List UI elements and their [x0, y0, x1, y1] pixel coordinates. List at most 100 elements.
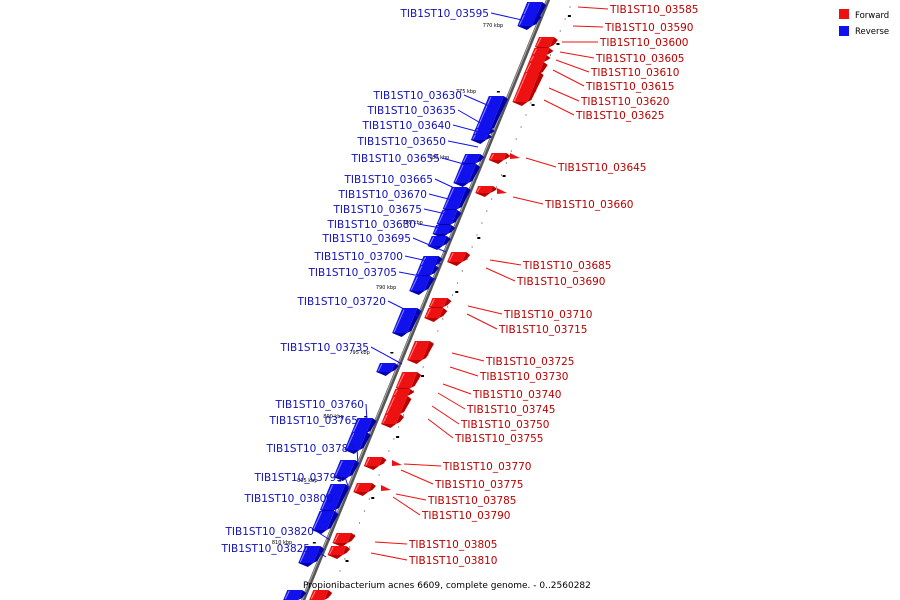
- guide-dot: [403, 414, 405, 416]
- reverse-gene-label[interactable]: TIB1ST10_03705: [308, 267, 398, 279]
- scale-tick: [364, 416, 368, 418]
- forward-gene-label[interactable]: TIB1ST10_03660: [544, 199, 634, 211]
- guide-dot: [398, 426, 400, 428]
- forward-gene[interactable]: [381, 485, 391, 491]
- forward-leader-line: [572, 25, 604, 28]
- forward-gene-label[interactable]: TIB1ST10_03645: [557, 162, 647, 174]
- forward-gene[interactable]: [309, 590, 333, 600]
- reverse-leader-line: [370, 346, 403, 365]
- reverse-gene-label[interactable]: TIB1ST10_03680: [327, 219, 417, 231]
- forward-gene-label[interactable]: TIB1ST10_03625: [575, 110, 665, 122]
- forward-gene-label[interactable]: TIB1ST10_03785: [427, 495, 517, 507]
- forward-gene-label[interactable]: TIB1ST10_03775: [434, 479, 524, 491]
- reverse-gene-label[interactable]: TIB1ST10_03720: [297, 296, 387, 308]
- scale-label: 800 kbp: [323, 414, 343, 420]
- forward-leader-line: [485, 267, 516, 282]
- reverse-gene-label[interactable]: TIB1ST10_03640: [362, 120, 452, 132]
- reverse-gene-label[interactable]: TIB1ST10_03780: [266, 443, 356, 455]
- forward-gene-label[interactable]: TIB1ST10_03715: [498, 324, 588, 336]
- scale-tick: [502, 175, 506, 177]
- forward-gene[interactable]: [381, 414, 405, 428]
- reverse-gene[interactable]: [453, 164, 481, 187]
- forward-gene-label[interactable]: TIB1ST10_03685: [522, 260, 612, 272]
- forward-gene-label[interactable]: TIB1ST10_03615: [585, 81, 675, 93]
- reverse-gene-label[interactable]: TIB1ST10_03595: [400, 8, 490, 20]
- reverse-gene-label[interactable]: TIB1ST10_03765: [269, 415, 359, 427]
- reverse-gene[interactable]: [344, 432, 371, 454]
- guide-dot: [564, 18, 566, 20]
- forward-gene-label[interactable]: TIB1ST10_03770: [442, 461, 532, 473]
- forward-gene[interactable]: [424, 308, 448, 322]
- forward-gene[interactable]: [353, 483, 376, 496]
- forward-leader-line: [395, 493, 427, 501]
- forward-leader-line: [466, 313, 498, 330]
- forward-gene-label[interactable]: TIB1ST10_03690: [516, 276, 606, 288]
- forward-gene[interactable]: [510, 153, 520, 159]
- reverse-gene[interactable]: [392, 308, 422, 337]
- reverse-gene-label[interactable]: TIB1ST10_03795: [254, 472, 344, 484]
- reverse-gene-label[interactable]: TIB1ST10_03695: [322, 233, 412, 245]
- reverse-gene-label[interactable]: TIB1ST10_03735: [280, 342, 370, 354]
- forward-gene-label[interactable]: TIB1ST10_03590: [604, 22, 694, 34]
- reverse-gene[interactable]: [333, 460, 360, 481]
- reverse-gene-label[interactable]: TIB1ST10_03825: [221, 543, 311, 555]
- forward-gene-label[interactable]: TIB1ST10_03605: [595, 53, 685, 65]
- forward-leader-line: [392, 496, 421, 516]
- reverse-gene-label[interactable]: TIB1ST10_03665: [344, 174, 434, 186]
- reverse-gene-label[interactable]: TIB1ST10_03655: [351, 153, 441, 165]
- forward-gene-label[interactable]: TIB1ST10_03730: [479, 371, 569, 383]
- reverse-gene-label[interactable]: TIB1ST10_03635: [367, 105, 457, 117]
- reverse-leader-line: [398, 271, 437, 280]
- scale-tick: [421, 375, 424, 377]
- reverse-gene-label[interactable]: TIB1ST10_03800: [244, 493, 334, 505]
- forward-gene[interactable]: [407, 341, 434, 364]
- forward-gene-label[interactable]: TIB1ST10_03750: [460, 419, 550, 431]
- forward-gene[interactable]: [327, 546, 351, 559]
- forward-gene-label[interactable]: TIB1ST10_03610: [590, 67, 680, 79]
- reverse-gene[interactable]: [409, 276, 435, 295]
- forward-gene-label[interactable]: TIB1ST10_03585: [609, 4, 699, 16]
- scale-tick: [338, 480, 342, 482]
- forward-gene-label[interactable]: TIB1ST10_03805: [408, 539, 498, 551]
- forward-gene-label[interactable]: TIB1ST10_03740: [472, 389, 562, 401]
- reverse-gene[interactable]: [283, 590, 307, 600]
- reverse-gene-label[interactable]: TIB1ST10_03630: [373, 90, 463, 102]
- reverse-gene-label[interactable]: TIB1ST10_03670: [338, 189, 428, 201]
- forward-gene[interactable]: [475, 186, 498, 197]
- scale-label: 805 kbp: [297, 478, 317, 484]
- forward-gene-label[interactable]: TIB1ST10_03745: [466, 404, 556, 416]
- forward-gene[interactable]: [512, 72, 544, 106]
- guide-dot: [339, 570, 341, 572]
- reverse-gene-label[interactable]: TIB1ST10_03675: [333, 204, 423, 216]
- forward-gene[interactable]: [447, 252, 471, 266]
- forward-gene[interactable]: [488, 153, 511, 164]
- forward-gene-label[interactable]: TIB1ST10_03620: [580, 96, 670, 108]
- forward-gene[interactable]: [332, 533, 356, 547]
- guide-dot: [476, 234, 478, 236]
- reverse-gene-label[interactable]: TIB1ST10_03700: [314, 251, 404, 263]
- forward-gene-label[interactable]: TIB1ST10_03725: [485, 356, 575, 368]
- reverse-gene[interactable]: [470, 134, 493, 144]
- label-leader-lines: [311, 6, 609, 561]
- reverse-gene[interactable]: [517, 14, 542, 30]
- forward-gene-label[interactable]: TIB1ST10_03710: [503, 309, 593, 321]
- forward-gene[interactable]: [392, 460, 402, 466]
- forward-gene[interactable]: [497, 188, 507, 194]
- reverse-gene-label[interactable]: TIB1ST10_03760: [275, 399, 365, 411]
- forward-leader-line: [427, 418, 454, 439]
- forward-gene[interactable]: [363, 457, 387, 470]
- reverse-gene-label[interactable]: TIB1ST10_03650: [357, 136, 447, 148]
- reverse-gene[interactable]: [376, 363, 399, 376]
- forward-leader-line: [489, 259, 522, 266]
- reverse-gene[interactable]: [311, 511, 339, 534]
- guide-dot: [530, 102, 532, 104]
- forward-leader-line: [548, 87, 580, 102]
- forward-gene-label[interactable]: TIB1ST10_03600: [599, 37, 689, 49]
- forward-gene-label[interactable]: TIB1ST10_03810: [408, 555, 498, 567]
- reverse-gene-label[interactable]: TIB1ST10_03820: [225, 526, 315, 538]
- guide-dot: [549, 54, 551, 56]
- guide-dot: [437, 330, 439, 332]
- reverse-gene[interactable]: [427, 236, 451, 250]
- forward-gene-label[interactable]: TIB1ST10_03790: [421, 510, 511, 522]
- forward-gene-label[interactable]: TIB1ST10_03755: [454, 433, 544, 445]
